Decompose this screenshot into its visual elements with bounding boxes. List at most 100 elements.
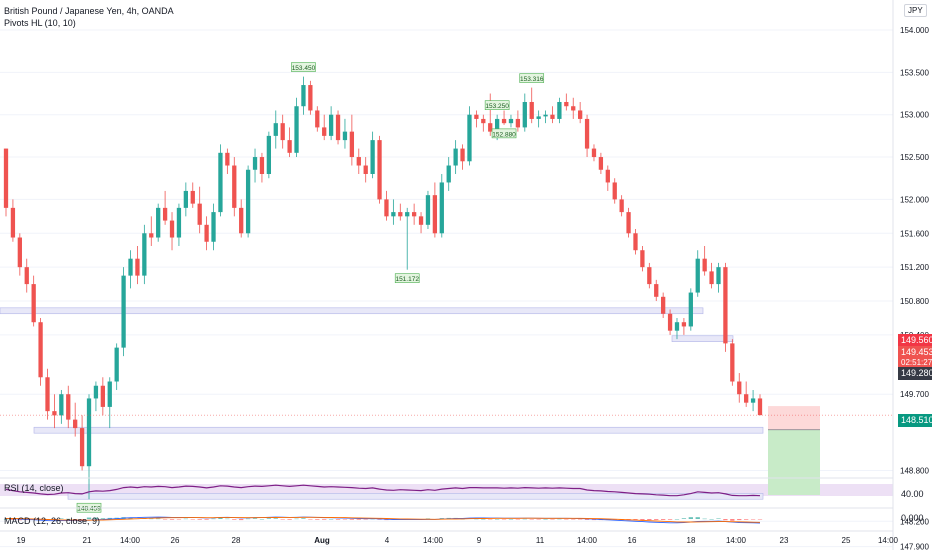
candle-body (716, 267, 721, 285)
time-tick-label: 25 (842, 536, 851, 545)
macd-histogram-bar (287, 519, 292, 520)
current-price-tag: 149.453 (898, 346, 932, 359)
macd-histogram-bar (294, 518, 299, 520)
candle-body (391, 212, 396, 217)
macd-histogram-bar (508, 519, 514, 520)
candle-bullish (93, 381, 99, 412)
target-price-tag: 148.510 (898, 414, 932, 427)
candle-body (232, 165, 237, 208)
macd-histogram-bar (488, 519, 493, 520)
macd-histogram-bar (266, 518, 272, 519)
candle-body (557, 101, 562, 119)
macd-histogram-bar (757, 519, 763, 520)
candle-body (3, 148, 9, 208)
macd-signal-line (5, 516, 761, 523)
candle-body (398, 212, 403, 217)
candle-bearish (501, 110, 507, 125)
candle-bullish (674, 317, 680, 340)
candle-bearish (730, 339, 735, 386)
candle-bullish (107, 377, 112, 429)
candle-bearish (24, 258, 29, 293)
candle-body (315, 110, 320, 128)
macd-histogram-bar (315, 519, 320, 520)
candle-bullish (273, 110, 278, 149)
time-tick-label: 26 (171, 536, 180, 545)
indicator-legend[interactable]: Pivots HL (10, 10) (4, 18, 76, 28)
macd-histogram-bar (667, 519, 673, 520)
candle-body (709, 271, 714, 285)
candle-body (149, 233, 154, 238)
pivot-zone (67, 493, 764, 500)
candle-body (31, 284, 36, 323)
macd-histogram-bar (252, 518, 258, 519)
pivot-zone (671, 335, 734, 342)
candle-bearish (232, 157, 237, 217)
candle-body (52, 411, 57, 416)
candle-bullish (294, 97, 299, 158)
price-tick-label: 153.500 (900, 68, 929, 77)
candle-body (252, 157, 258, 170)
candle-body (543, 114, 548, 117)
candle-body (66, 394, 71, 420)
pivot-label-text: 153.450 (292, 65, 316, 72)
macd-axis-value: 0.000 (901, 513, 924, 523)
macd-histogram-bar (328, 519, 334, 520)
candle-body (467, 114, 472, 162)
candle-body (183, 190, 188, 208)
candle-body (259, 157, 265, 174)
price-tick-label: 151.600 (900, 229, 929, 238)
candle-body (218, 152, 223, 213)
macd-histogram-bar (156, 518, 161, 520)
macd-histogram-bar (162, 519, 168, 520)
candle-body (605, 169, 610, 183)
candle-body (750, 398, 756, 403)
candle-bearish (10, 199, 16, 242)
price-tick-label: 147.900 (900, 543, 929, 550)
currency-badge[interactable]: JPY (904, 4, 927, 17)
candle-bullish (301, 76, 306, 115)
candle-bearish (612, 178, 617, 204)
candle-body (730, 343, 735, 382)
candle-bearish (239, 199, 244, 238)
symbol-title[interactable]: British Pound / Japanese Yen, 4h, OANDA (4, 6, 174, 16)
rsi-legend[interactable]: RSI (14, close) (4, 483, 64, 493)
candle-bearish (550, 106, 555, 124)
candle-bearish (515, 110, 521, 132)
macd-histogram-bar (183, 518, 188, 520)
macd-histogram-bar (93, 517, 99, 519)
time-tick-label: 14:00 (577, 536, 598, 545)
macd-histogram-bar (107, 517, 112, 519)
macd-histogram-bar (633, 519, 638, 521)
price-tick-label: 152.500 (900, 153, 929, 162)
macd-histogram-bar (695, 517, 700, 519)
candle-bearish (640, 245, 645, 272)
pivot-label-text: 153.250 (485, 103, 509, 110)
candle-body (100, 385, 105, 407)
candle-body (384, 199, 389, 217)
macd-histogram-bar (225, 518, 230, 520)
macd-histogram-bar (38, 519, 43, 521)
candle-bullish (252, 148, 258, 183)
candle-body (162, 207, 168, 221)
candle-bearish (225, 148, 230, 174)
candle-bullish (59, 389, 64, 424)
macd-histogram-bar (128, 517, 133, 519)
time-tick-label: 19 (17, 536, 26, 545)
macd-histogram-bar (522, 518, 527, 520)
macd-legend[interactable]: MACD (12, 26, close, 9) (4, 516, 101, 526)
macd-histogram-bar (259, 519, 265, 520)
candle-bullish (453, 140, 458, 174)
macd-histogram-bar (52, 519, 57, 520)
candle-bearish (169, 212, 175, 251)
candle-body (335, 114, 341, 141)
macd-histogram-bar (245, 518, 251, 520)
macd-histogram-bar (709, 519, 714, 520)
candle-body (702, 258, 707, 272)
candle-body (488, 123, 493, 132)
candle-bearish (363, 157, 368, 183)
macd-histogram-bar (301, 518, 306, 519)
macd-histogram-bar (723, 519, 728, 521)
pivot-label-box (394, 273, 420, 284)
candle-bearish (287, 127, 292, 158)
